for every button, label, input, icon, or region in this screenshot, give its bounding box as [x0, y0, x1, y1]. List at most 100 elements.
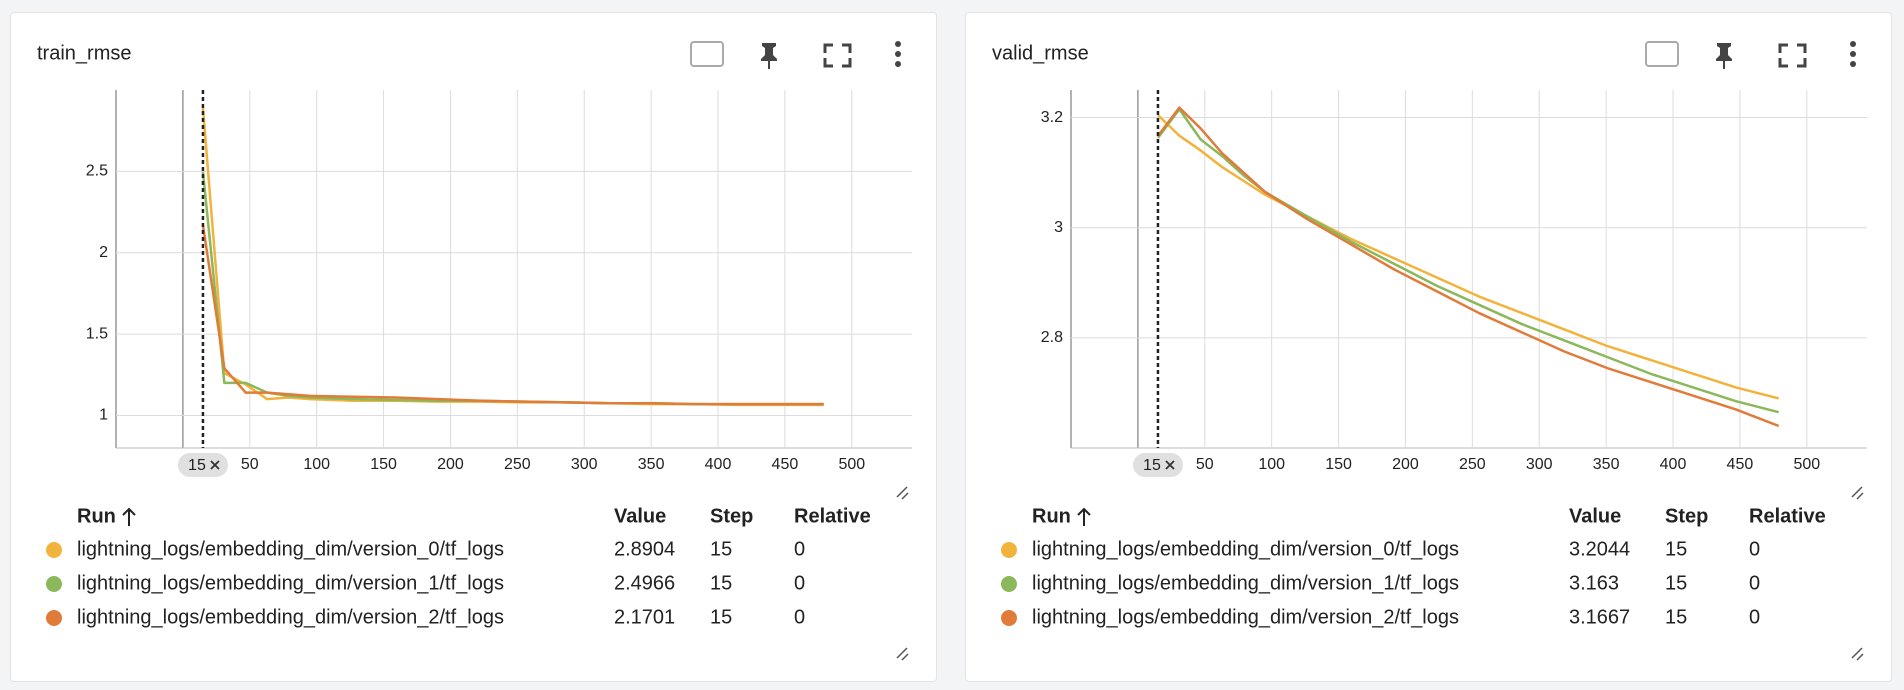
- x-tick-label: 150: [1325, 456, 1352, 473]
- resize-icon: [1851, 486, 1864, 500]
- run-name: lightning_logs/embedding_dim/version_1/t…: [77, 572, 504, 594]
- y-tick-label: 2.5: [86, 163, 108, 180]
- table-header[interactable]: Relative: [1749, 505, 1826, 527]
- run-color: [1001, 610, 1017, 626]
- table-header[interactable]: Step: [1665, 505, 1708, 527]
- cell-step: 15: [1665, 606, 1687, 628]
- cell-value: 3.2044: [1569, 538, 1630, 560]
- cell-value: 2.4966: [614, 572, 675, 594]
- cell-relative: 0: [1749, 572, 1760, 594]
- x-tick-label: 50: [241, 456, 259, 473]
- fullscreen-icon[interactable]: [1778, 43, 1807, 68]
- x-tick-label: 400: [705, 456, 732, 473]
- fit-icon[interactable]: [1645, 41, 1679, 67]
- close-icon[interactable]: [1165, 460, 1175, 470]
- line: [201, 224, 824, 406]
- y-tick-label: 2: [99, 244, 108, 261]
- run-color: [46, 542, 62, 558]
- run-color: [46, 576, 62, 592]
- sort-icon: [1077, 507, 1091, 526]
- cursor-chip[interactable]: [1132, 453, 1183, 477]
- cell-relative: 0: [794, 606, 805, 628]
- x-tick-label: 350: [638, 456, 665, 473]
- x-tick-label: 100: [303, 456, 330, 473]
- fullscreen-icon[interactable]: [823, 43, 852, 68]
- line: [1156, 106, 1780, 428]
- close-icon[interactable]: [210, 460, 220, 470]
- menu-icon[interactable]: [1850, 51, 1856, 57]
- run-name: lightning_logs/embedding_dim/version_2/t…: [1032, 606, 1459, 628]
- y-tick-label: 3: [1054, 219, 1063, 236]
- x-tick-label: 250: [1459, 456, 1486, 473]
- menu-icon[interactable]: [895, 51, 901, 57]
- card: valid_rmse 50 100 150 200 250 300 350 400 450 500 2…: [965, 12, 1892, 682]
- menu-icon[interactable]: [1850, 61, 1856, 67]
- x-tick-label: 350: [1593, 456, 1620, 473]
- run-name: lightning_logs/embedding_dim/version_0/t…: [77, 538, 504, 560]
- run-color: [1001, 542, 1017, 558]
- cell-value: 3.1667: [1569, 606, 1630, 628]
- x-tick-label: 450: [772, 456, 799, 473]
- cell-value: 3.163: [1569, 572, 1619, 594]
- line: [1156, 108, 1780, 414]
- x-tick-label: 200: [437, 456, 464, 473]
- x-tick-label: 150: [370, 456, 397, 473]
- run-name: lightning_logs/embedding_dim/version_0/t…: [1032, 538, 1459, 560]
- x-tick-label: 500: [838, 456, 865, 473]
- run-name: lightning_logs/embedding_dim/version_2/t…: [77, 606, 504, 628]
- cursor-chip[interactable]: [177, 453, 228, 477]
- cell-relative: 0: [794, 572, 805, 594]
- resize-icon: [896, 486, 909, 500]
- line: [201, 171, 824, 406]
- cell-step: 15: [710, 538, 732, 560]
- cursor-step: 15: [188, 457, 206, 474]
- y-tick-label: 1.5: [86, 325, 108, 342]
- run-name: lightning_logs/embedding_dim/version_1/t…: [1032, 572, 1459, 594]
- cell-relative: 0: [1749, 538, 1760, 560]
- cell-step: 15: [710, 606, 732, 628]
- x-tick-label: 200: [1392, 456, 1419, 473]
- table-header[interactable]: Value: [1569, 505, 1621, 527]
- line: [1157, 114, 1780, 400]
- fit-icon[interactable]: [690, 41, 724, 67]
- x-tick-label: 250: [504, 456, 531, 473]
- cell-relative: 0: [1749, 606, 1760, 628]
- x-tick-label: 450: [1727, 456, 1754, 473]
- x-tick-label: 500: [1793, 456, 1820, 473]
- run-color: [1001, 576, 1017, 592]
- resize-icon: [896, 647, 909, 661]
- cell-value: 2.8904: [614, 538, 675, 560]
- chart-title: valid_rmse: [992, 42, 1089, 64]
- cell-step: 15: [710, 572, 732, 594]
- menu-icon[interactable]: [895, 61, 901, 67]
- y-tick-label: 2.8: [1041, 329, 1063, 346]
- menu-icon[interactable]: [895, 41, 901, 47]
- x-tick-label: 300: [571, 456, 598, 473]
- x-tick-label: 100: [1258, 456, 1285, 473]
- table-header[interactable]: Step: [710, 505, 753, 527]
- cursor-step: 15: [1143, 457, 1161, 474]
- run-color: [46, 610, 62, 626]
- card: train_rmse 50 100 150 200 250 300 350 400 450 500 1…: [10, 12, 937, 682]
- x-tick-label: 300: [1526, 456, 1553, 473]
- table-header[interactable]: Run: [1032, 505, 1071, 527]
- pin-icon[interactable]: [761, 43, 777, 69]
- cell-value: 2.1701: [614, 606, 675, 628]
- sort-icon: [122, 507, 136, 526]
- y-tick-label: 3.2: [1041, 109, 1063, 126]
- pin-icon[interactable]: [1716, 43, 1732, 69]
- table-header[interactable]: Relative: [794, 505, 871, 527]
- table-header[interactable]: Value: [614, 505, 666, 527]
- table-header[interactable]: Run: [77, 505, 116, 527]
- line: [201, 107, 824, 407]
- resize-icon: [1851, 647, 1864, 661]
- x-tick-label: 50: [1196, 456, 1214, 473]
- x-tick-label: 400: [1660, 456, 1687, 473]
- menu-icon[interactable]: [1850, 41, 1856, 47]
- cell-relative: 0: [794, 538, 805, 560]
- y-tick-label: 1: [99, 407, 108, 424]
- cell-step: 15: [1665, 572, 1687, 594]
